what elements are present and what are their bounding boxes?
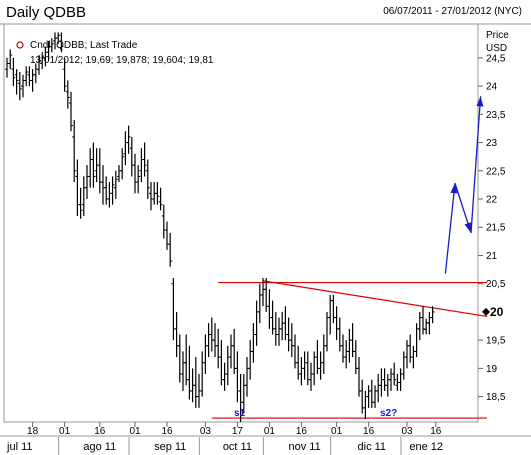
x-axis: 18 01 16 01 16 03 17 01 16 01 16 03 16 jul 11 ago 11 se… bbox=[6, 422, 443, 455]
x-day-label: 03 bbox=[200, 426, 212, 437]
candle-legend-icon bbox=[16, 41, 24, 49]
x-day-label: 18 bbox=[27, 426, 39, 437]
series-info: Cndl; QDBB; Last Trade 13/01/2012; 19,69… bbox=[16, 40, 214, 66]
y-tick-label: 22,5 bbox=[486, 166, 506, 177]
x-day-label: 01 bbox=[59, 426, 71, 437]
ohlc-readout: 13/01/2012; 19,69; 19,878; 19,604; 19,81 bbox=[30, 55, 214, 66]
x-day-label: 01 bbox=[264, 426, 276, 437]
support-label-s1: s1 bbox=[234, 408, 246, 419]
y-axis-title-price: Price bbox=[486, 30, 509, 41]
y-axis: 24,5 24 23,5 23 22,5 22 21,5 21 20,5 19,5 19 18,5 bbox=[478, 53, 506, 403]
y-tick-label: 23 bbox=[486, 138, 498, 149]
last-value-marker: 20 bbox=[482, 305, 504, 319]
y-tick-label: 19 bbox=[486, 364, 498, 375]
x-month-label: nov 11 bbox=[288, 441, 320, 453]
x-month-label: oct 11 bbox=[223, 441, 252, 453]
y-tick-label: 24,5 bbox=[486, 53, 506, 64]
projection-arrow-shaft bbox=[444, 183, 456, 274]
x-day-label: 03 bbox=[401, 426, 413, 437]
projection-arrow-head-icon bbox=[476, 96, 484, 107]
x-day-label: 16 bbox=[296, 426, 308, 437]
y-tick-label: 20,5 bbox=[486, 279, 506, 290]
x-month-label: sep 11 bbox=[154, 441, 186, 453]
x-day-label: 01 bbox=[331, 426, 343, 437]
y-tick-label: 21 bbox=[486, 251, 498, 262]
y-tick-label: 22 bbox=[486, 195, 498, 206]
x-day-label: 16 bbox=[430, 426, 442, 437]
x-month-label: ago 11 bbox=[83, 441, 116, 453]
x-day-label: 16 bbox=[94, 426, 106, 437]
y-tick-label: 21,5 bbox=[486, 223, 506, 234]
projection-arrow-head-icon bbox=[450, 183, 458, 194]
date-range-label: 06/07/2011 - 27/01/2012 (NYC) bbox=[383, 6, 522, 17]
projection-arrows bbox=[444, 96, 484, 274]
last-value-label: 20 bbox=[490, 305, 504, 319]
y-tick-label: 23,5 bbox=[486, 110, 506, 121]
y-axis-title-usd: USD bbox=[486, 43, 507, 54]
trendline-descending bbox=[262, 280, 488, 318]
projection-arrow-head-icon bbox=[464, 222, 472, 233]
y-tick-label: 18,5 bbox=[486, 392, 506, 403]
x-month-label: ene 12 bbox=[409, 441, 443, 453]
price-bars bbox=[5, 32, 435, 422]
chart-title: Daily QDBB bbox=[6, 4, 86, 21]
x-day-label: 17 bbox=[232, 426, 244, 437]
series-label: Cndl; QDBB; Last Trade bbox=[30, 40, 138, 51]
x-month-label: dic 11 bbox=[358, 441, 387, 453]
y-tick-label: 24 bbox=[486, 82, 498, 93]
x-day-label: 01 bbox=[129, 426, 141, 437]
x-day-label: 16 bbox=[363, 426, 375, 437]
y-tick-label: 19,5 bbox=[486, 336, 506, 347]
projection-arrow-shaft bbox=[470, 96, 482, 233]
last-value-diamond-icon bbox=[482, 307, 490, 316]
support-label-s2: s2? bbox=[380, 408, 397, 419]
x-month-label: jul 11 bbox=[6, 441, 32, 453]
x-day-label: 16 bbox=[161, 426, 173, 437]
